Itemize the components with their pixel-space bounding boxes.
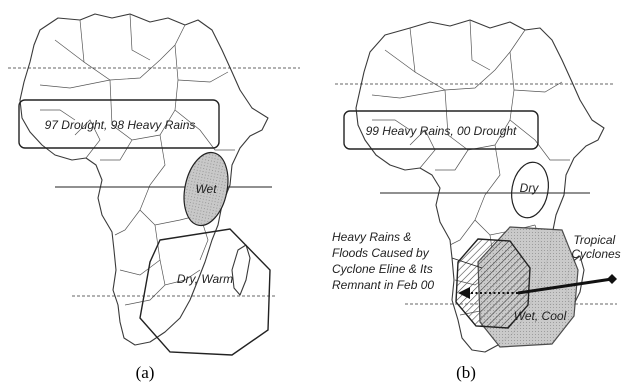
southern-africa-region-a <box>139 228 271 356</box>
tropical-cyclones-label: Tropical Cyclones <box>571 233 620 261</box>
sahel-box-a <box>18 99 220 149</box>
east-africa-region-b <box>511 161 549 219</box>
cyclone-track-line <box>517 277 613 295</box>
cyclone-arrow-head <box>458 287 470 299</box>
east-africa-label-b: Dry <box>520 181 540 195</box>
southern-africa-label-a: Dry, Warm <box>177 272 233 286</box>
panel-caption-b: (b) <box>456 363 476 382</box>
sahel-box-b <box>343 110 539 150</box>
cyclone-flood-region-b <box>455 238 531 329</box>
cyclone-note-label: Heavy Rains & Floods Caused by Cyclone E… <box>332 230 436 292</box>
southern-africa-label-b: Wet, Cool <box>514 309 567 323</box>
sahel-label-b: 99 Heavy Rains, 00 Drought <box>366 124 517 138</box>
madagascar-a <box>231 244 251 296</box>
panel-caption-a: (a) <box>136 363 155 382</box>
panel-b: 99 Heavy Rains, 00 Drought Dry Wet, Cool… <box>332 19 621 382</box>
cyclone-note-leader <box>451 257 483 269</box>
sahel-label-a: 97 Drought, 98 Heavy Rains <box>45 118 196 132</box>
cyclone-start-marker <box>607 274 617 284</box>
africa-map-a <box>19 13 269 346</box>
east-africa-label-a: Wet <box>195 182 217 196</box>
panel-a: 97 Drought, 98 Heavy Rains Wet Dry, Warm… <box>8 13 300 382</box>
east-africa-region-a <box>183 151 229 227</box>
country-borders-a <box>39 13 235 306</box>
